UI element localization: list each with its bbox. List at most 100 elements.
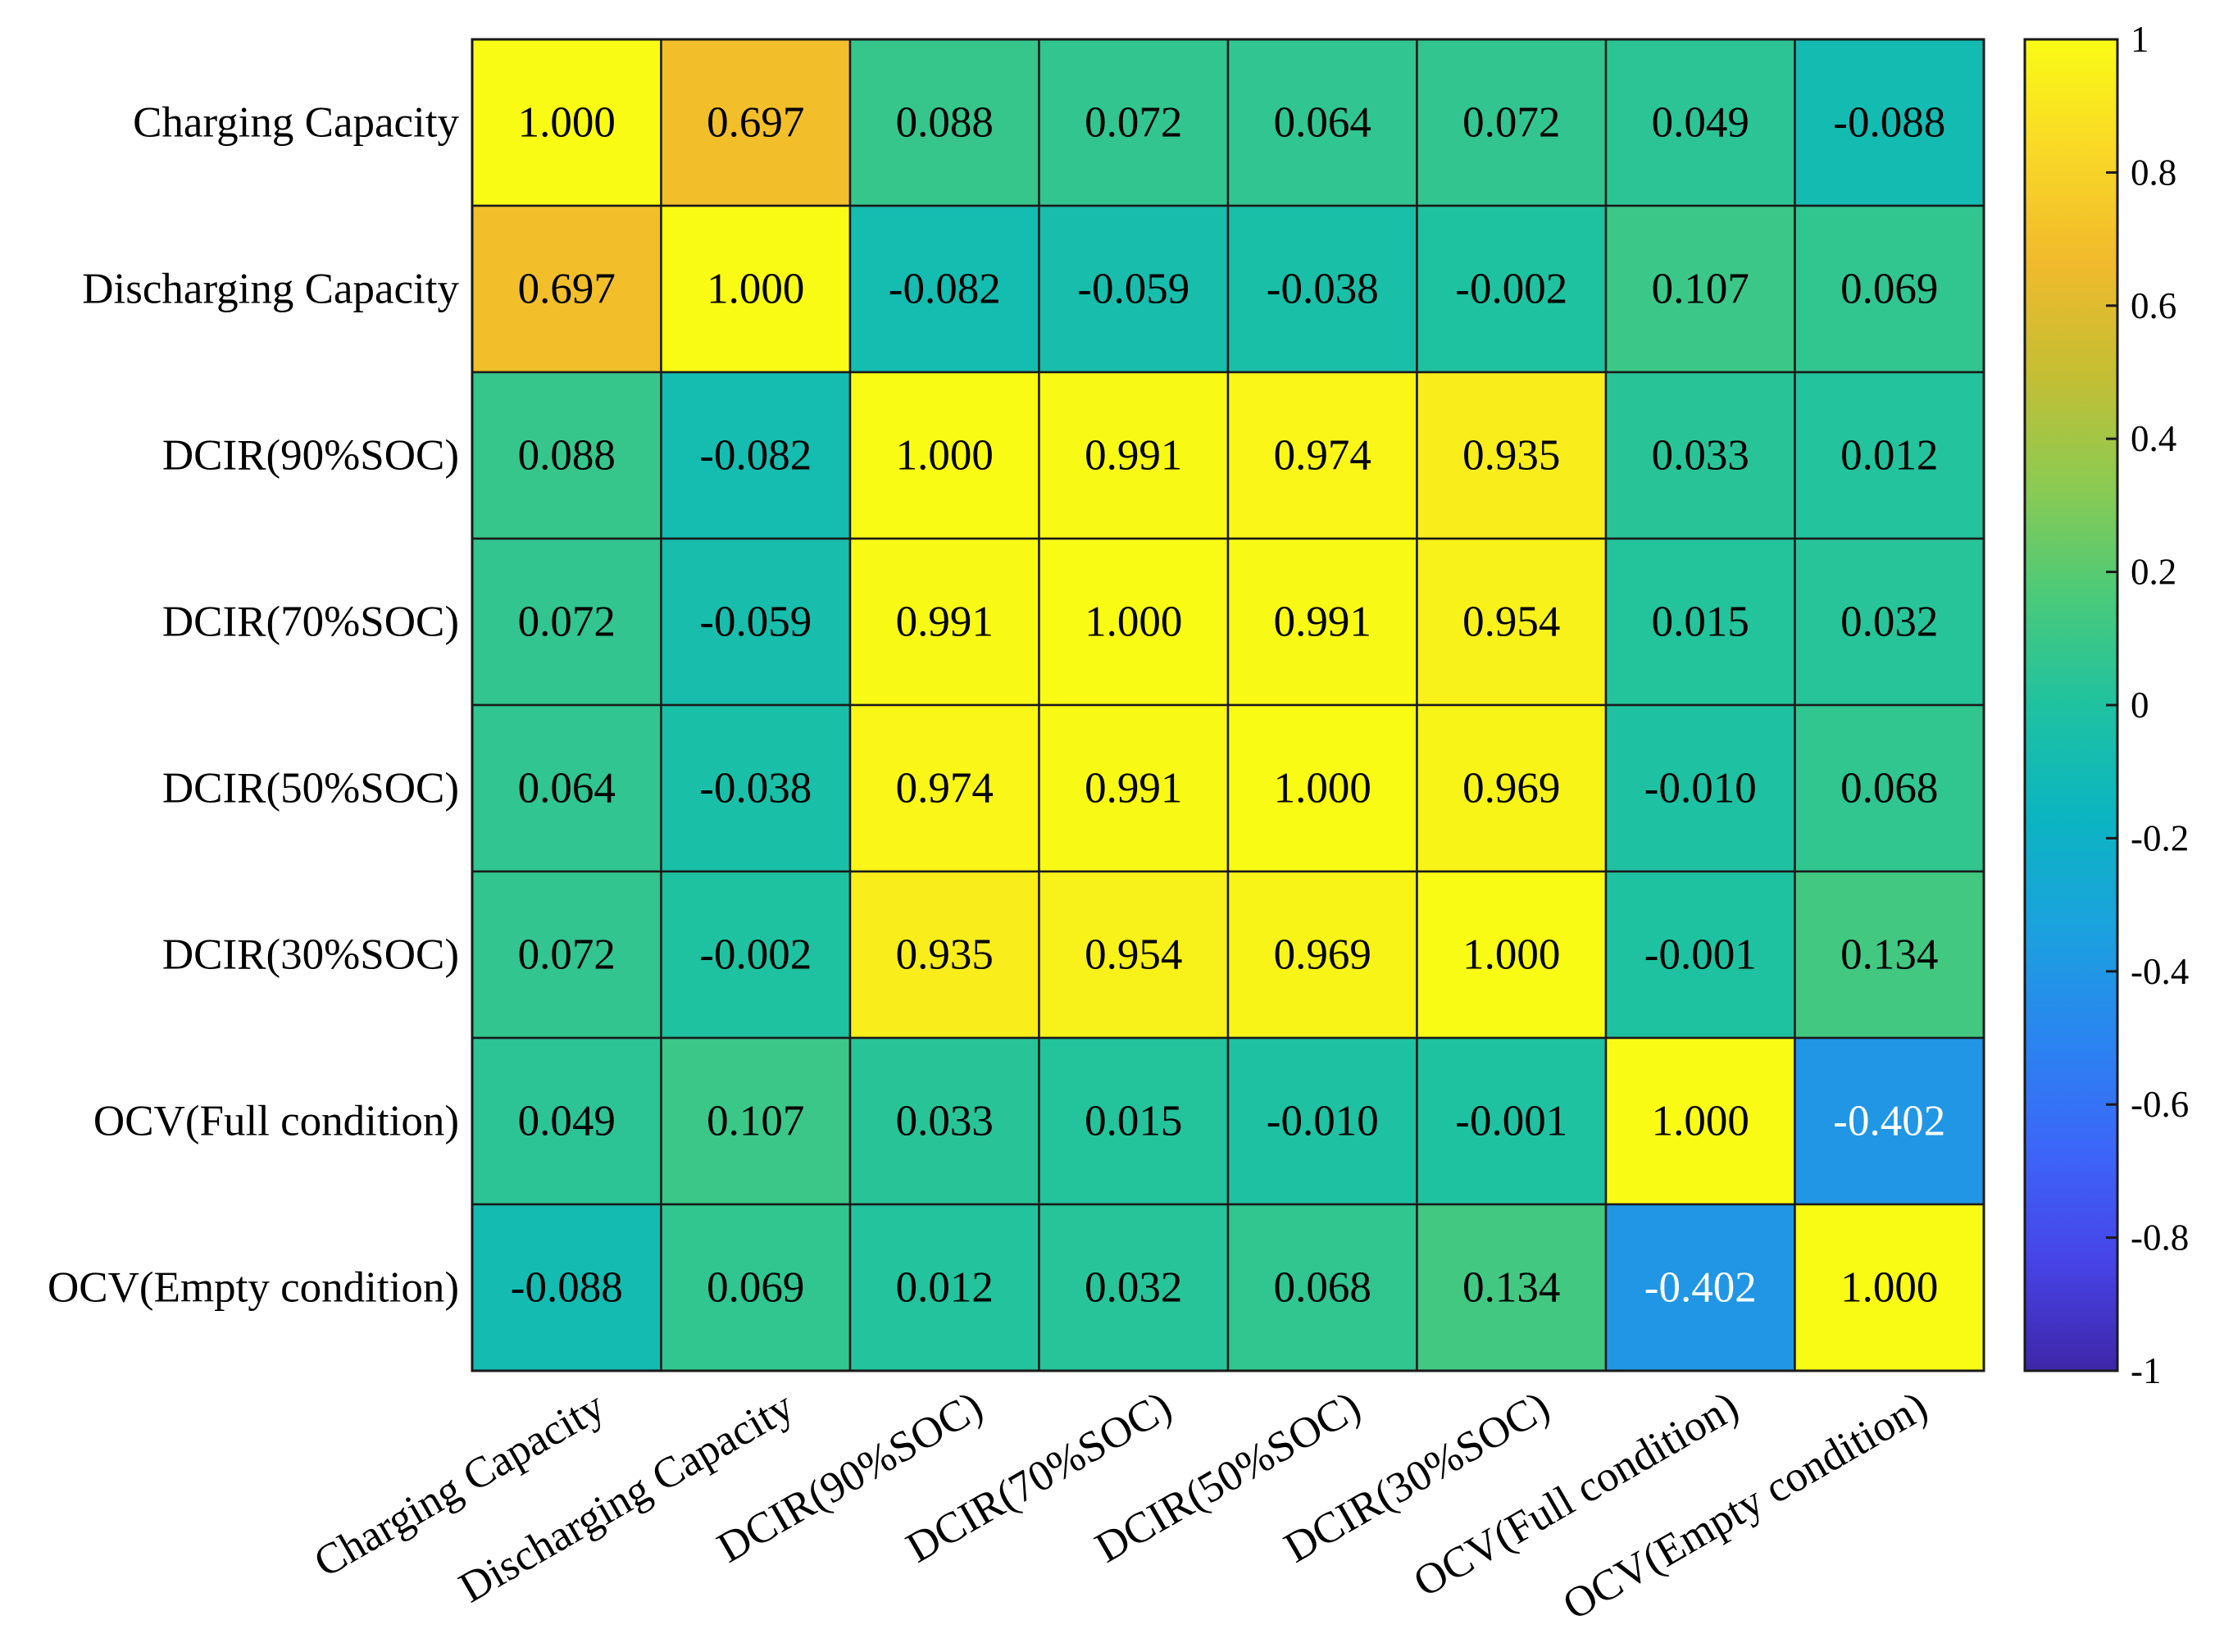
heatmap-cell-r0-c0 [471, 38, 662, 207]
cell-value-r4-c1: -0.038 [699, 765, 812, 812]
heatmap-cell-r5-c2 [848, 870, 1040, 1040]
cell-value-r3-c6: 0.015 [1652, 598, 1749, 646]
heatmap-cell-r2-c0 [471, 371, 662, 540]
cell-value-r3-c3: 1.000 [1085, 598, 1182, 646]
cell-value-r1-c2: -0.082 [889, 266, 1001, 313]
heatmap-cell-r4-c5 [1416, 703, 1608, 873]
row-label-3: DCIR(70%SOC) [162, 598, 459, 646]
cell-value-r4-c3: 0.991 [1085, 765, 1182, 812]
cell-value-r3-c4: 0.991 [1274, 598, 1371, 646]
cell-value-r0-c7: -0.088 [1833, 99, 1945, 147]
cell-value-r1-c0: 0.697 [518, 266, 616, 313]
cell-value-r7-c6: -0.402 [1644, 1264, 1757, 1312]
cell-value-r4-c0: 0.064 [518, 765, 616, 812]
row-label-2: DCIR(90%SOC) [162, 432, 459, 480]
heatmap-cell-r7-c4 [1226, 1203, 1418, 1372]
colorbar-tick-label-0: 1 [2131, 19, 2149, 60]
heatmap-cell-r0-c5 [1416, 38, 1608, 207]
cell-value-r6-c6: 1.000 [1652, 1098, 1749, 1145]
cell-value-r3-c7: 0.032 [1840, 598, 1938, 646]
heatmap-cell-r0-c1 [660, 38, 852, 207]
cell-value-r3-c5: 0.954 [1462, 598, 1560, 646]
cell-value-r0-c1: 0.697 [707, 99, 804, 147]
cell-value-r3-c2: 0.991 [896, 598, 994, 646]
heatmap-cell-r4-c6 [1604, 703, 1796, 873]
cell-value-r5-c0: 0.072 [518, 931, 616, 979]
column-label-6: OCV(Full condition) [1406, 1382, 1746, 1606]
heatmap-cell-r6-c1 [660, 1036, 852, 1206]
cell-value-r0-c6: 0.049 [1652, 99, 1749, 147]
heatmap-cell-r6-c4 [1226, 1036, 1418, 1206]
heatmap-cell-r1-c1 [660, 204, 852, 374]
heatmap-cell-r1-c7 [1794, 204, 1985, 374]
cell-value-r6-c1: 0.107 [707, 1098, 804, 1145]
heatmap-cell-r3-c2 [848, 537, 1040, 707]
column-label-1: Discharging Capacity [452, 1382, 803, 1612]
row-label-5: DCIR(30%SOC) [162, 931, 459, 979]
cell-value-r2-c0: 0.088 [518, 432, 616, 480]
heatmap-cell-r3-c0 [471, 537, 662, 707]
heatmap-cell-r6-c7 [1794, 1036, 1985, 1206]
cell-value-r7-c7: 1.000 [1840, 1264, 1938, 1312]
heatmap-cell-r3-c3 [1038, 537, 1230, 707]
heatmap-cell-r1-c6 [1604, 204, 1796, 374]
row-label-6: OCV(Full condition) [93, 1098, 459, 1145]
heatmap-cell-r4-c7 [1794, 703, 1985, 873]
cell-value-r2-c6: 0.033 [1652, 432, 1749, 480]
heatmap-frame [471, 38, 1985, 1372]
cell-value-r0-c0: 1.000 [518, 99, 616, 147]
row-label-0: Charging Capacity [133, 99, 459, 147]
cell-value-r1-c7: 0.069 [1840, 266, 1938, 313]
heatmap-cell-r2-c1 [660, 371, 852, 540]
colorbar-tick-label-9: -0.8 [2131, 1217, 2189, 1258]
colorbar-tick-label-3: 0.4 [2131, 418, 2176, 459]
cell-value-r5-c6: -0.001 [1644, 931, 1757, 979]
cell-value-r1-c6: 0.107 [1652, 266, 1749, 313]
cell-value-r6-c2: 0.033 [896, 1098, 994, 1145]
cell-value-r5-c1: -0.002 [699, 931, 812, 979]
heatmap-cell-r3-c6 [1604, 537, 1796, 707]
heatmap-cell-r2-c3 [1038, 371, 1230, 540]
cell-value-r2-c1: -0.082 [699, 432, 812, 480]
heatmap-cell-r2-c4 [1226, 371, 1418, 540]
cell-value-r4-c4: 1.000 [1274, 765, 1371, 812]
heatmap-cell-r5-c7 [1794, 870, 1985, 1040]
cell-value-r3-c1: -0.059 [699, 598, 812, 646]
cell-value-r2-c3: 0.991 [1085, 432, 1182, 480]
cell-value-r0-c3: 0.072 [1085, 99, 1182, 147]
heatmap-cell-r5-c6 [1604, 870, 1796, 1040]
heatmap-cell-r6-c6 [1604, 1036, 1796, 1206]
colorbar-tick-label-4: 0.2 [2131, 552, 2176, 593]
cell-value-r7-c5: 0.134 [1462, 1264, 1560, 1312]
cell-value-r2-c4: 0.974 [1274, 432, 1371, 480]
cell-value-r0-c4: 0.064 [1274, 99, 1371, 147]
cell-value-r4-c5: 0.969 [1462, 765, 1560, 812]
heatmap-cell-r2-c2 [848, 371, 1040, 540]
cell-value-r7-c0: -0.088 [511, 1264, 623, 1312]
colorbar-tick-label-1: 0.8 [2131, 152, 2176, 193]
row-label-7: OCV(Empty condition) [48, 1264, 459, 1312]
cell-value-r7-c3: 0.032 [1085, 1264, 1182, 1312]
cell-value-r1-c5: -0.002 [1455, 266, 1567, 313]
cell-value-r2-c5: 0.935 [1462, 432, 1560, 480]
cell-value-r2-c2: 1.000 [896, 432, 994, 480]
cell-value-r6-c3: 0.015 [1085, 1098, 1182, 1145]
heatmap-cell-r6-c0 [471, 1036, 662, 1206]
heatmap-cell-r0-c4 [1226, 38, 1418, 207]
cell-value-r7-c1: 0.069 [707, 1264, 804, 1312]
cell-value-r5-c3: 0.954 [1085, 931, 1182, 979]
column-label-7: OCV(Empty condition) [1555, 1382, 1935, 1629]
heatmap-cell-r0-c3 [1038, 38, 1230, 207]
cell-value-r0-c2: 0.088 [896, 99, 994, 147]
colorbar: 1 0.8 0.6 0.4 0.2 0 -0.2 -0.4 -0.6 -0.8 -1 [2023, 19, 2189, 1391]
heatmap-cell-r6-c5 [1416, 1036, 1608, 1206]
cell-value-r4-c6: -0.010 [1644, 765, 1757, 812]
cell-value-r5-c2: 0.935 [896, 931, 994, 979]
row-label-1: Discharging Capacity [82, 266, 459, 313]
heatmap-cells [471, 38, 1985, 1372]
heatmap-cell-r7-c7 [1794, 1203, 1985, 1372]
cell-value-r5-c4: 0.969 [1274, 931, 1371, 979]
heatmap-cell-values: 1.000 0.697 0.088 0.072 0.064 0.072 0.049 -0.08… [511, 99, 1945, 1312]
cell-value-r2-c7: 0.012 [1840, 432, 1938, 480]
